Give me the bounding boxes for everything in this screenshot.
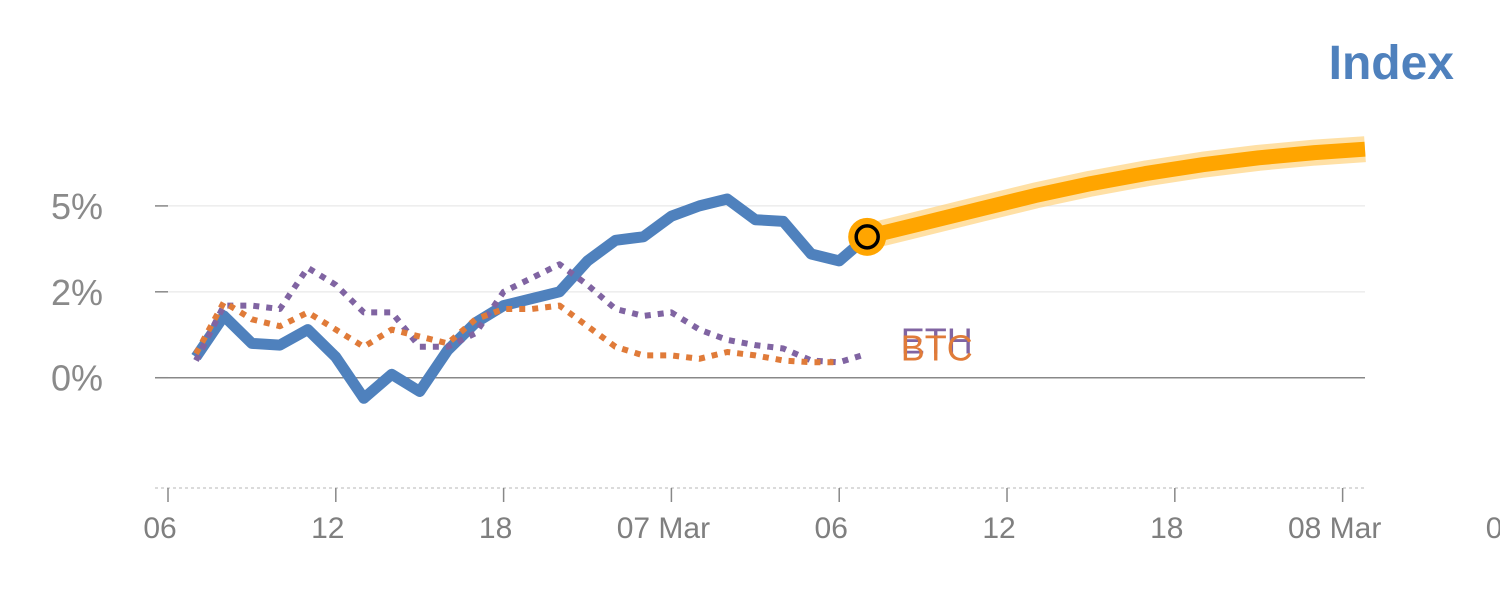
x-tick-label: 18 bbox=[479, 512, 512, 545]
x-tick-label: 08 Mar bbox=[1288, 512, 1381, 545]
x-tick-label: 07 Mar bbox=[617, 512, 710, 545]
y-tick-label: 2% bbox=[51, 272, 103, 313]
y-tick-label: 5% bbox=[51, 186, 103, 227]
index-line bbox=[191, 193, 871, 404]
x-tick-label: 06 bbox=[815, 512, 848, 545]
x-tick-label: 12 bbox=[982, 512, 1015, 545]
btc-line bbox=[193, 299, 840, 366]
current-marker bbox=[854, 224, 880, 250]
grid-lines bbox=[155, 205, 1365, 379]
x-tick-label: 06 bbox=[143, 512, 176, 545]
eth-label: ETH bbox=[901, 321, 973, 362]
btc-label: BTC bbox=[901, 328, 973, 369]
y-tick-label: 0% bbox=[51, 358, 103, 399]
forecast-line bbox=[865, 141, 1366, 245]
eth-line bbox=[193, 261, 869, 366]
x-tick-label: 06 bbox=[1486, 512, 1500, 545]
chart-title: Index bbox=[1328, 37, 1454, 90]
x-tick-label: 12 bbox=[311, 512, 344, 545]
x-tick-label: 18 bbox=[1150, 512, 1183, 545]
x-axis: 06 12 18 07 Mar 06 12 18 08 Mar 06 bbox=[143, 487, 1500, 545]
y-axis: 0% 2% 5% bbox=[51, 186, 168, 399]
series-group bbox=[191, 136, 1366, 404]
